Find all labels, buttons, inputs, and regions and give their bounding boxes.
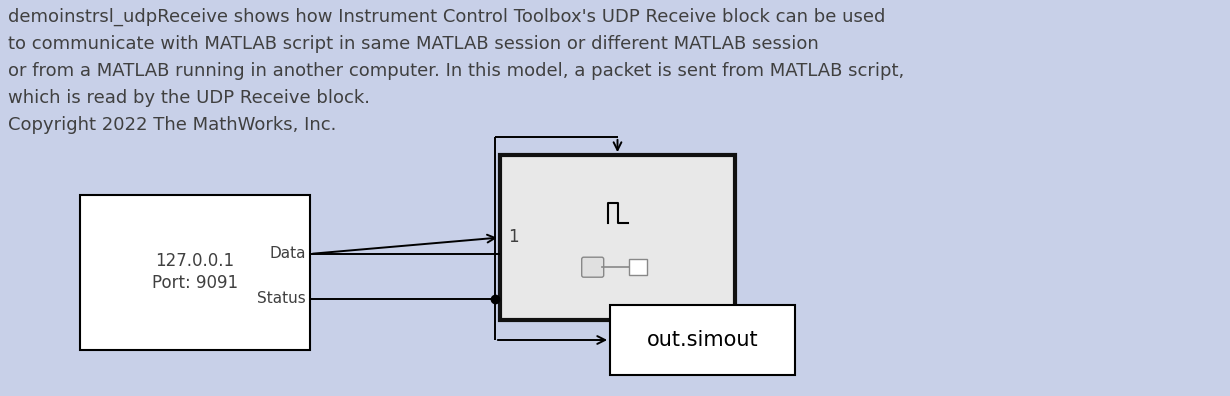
Bar bbox=[80, 195, 310, 350]
Bar bbox=[501, 155, 736, 320]
Text: 1: 1 bbox=[508, 228, 519, 246]
Text: Copyright 2022 The MathWorks, Inc.: Copyright 2022 The MathWorks, Inc. bbox=[9, 116, 336, 134]
Text: Data: Data bbox=[269, 246, 306, 261]
Text: which is read by the UDP Receive block.: which is read by the UDP Receive block. bbox=[9, 89, 370, 107]
Text: Port: 9091: Port: 9091 bbox=[153, 274, 239, 291]
Text: or from a MATLAB running in another computer. In this model, a packet is sent fr: or from a MATLAB running in another comp… bbox=[9, 62, 904, 80]
Text: Status: Status bbox=[257, 291, 306, 307]
Text: demoinstrsl_udpReceive shows how Instrument Control Toolbox's UDP Receive block : demoinstrsl_udpReceive shows how Instrum… bbox=[9, 8, 886, 26]
Bar bbox=[629, 259, 647, 275]
Bar bbox=[610, 305, 795, 375]
FancyBboxPatch shape bbox=[582, 257, 604, 277]
Text: 127.0.0.1: 127.0.0.1 bbox=[155, 251, 235, 270]
Text: out.simout: out.simout bbox=[647, 330, 759, 350]
Text: to communicate with MATLAB script in same MATLAB session or different MATLAB ses: to communicate with MATLAB script in sam… bbox=[9, 35, 819, 53]
